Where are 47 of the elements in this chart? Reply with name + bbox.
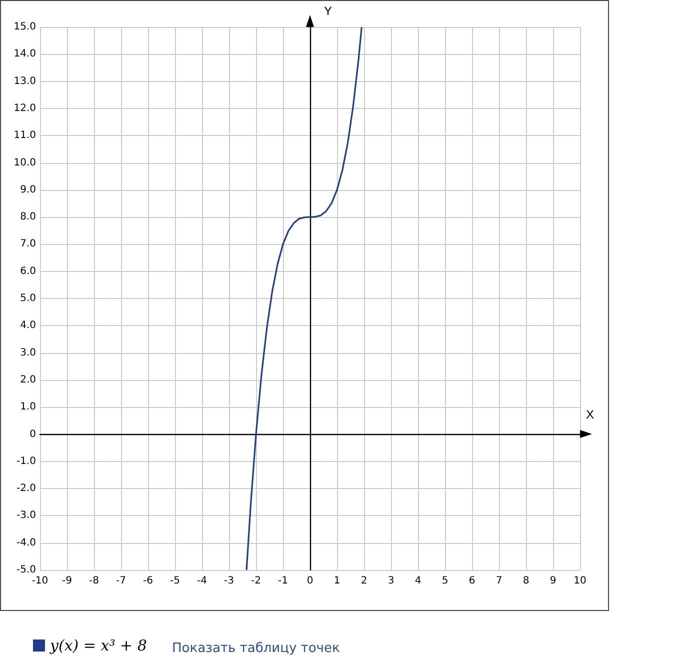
x-axis-title: X [586,407,594,422]
y-tick-label: 13.0 [14,76,36,87]
y-tick-label: 15.0 [14,22,36,32]
y-tick-label: -1.0 [16,456,36,467]
y-tick-label: -3.0 [16,510,36,522]
x-tick-label: -2 [251,576,261,586]
y-axis-title: Y [324,4,332,18]
x-tick-label: 2 [360,576,368,586]
x-tick-label: -4 [197,576,207,586]
x-tick-label: 4 [414,576,422,586]
y-tick-label: 6.0 [20,266,36,277]
x-tick-label: 7 [496,576,502,586]
legend-label: y(x) = x³ + 8 [49,636,147,654]
y-tick-label: -4.0 [16,537,36,548]
y-tick-label: 0 [30,428,36,440]
y-tick-label: 1.0 [20,402,36,413]
y-tick-label: -5.0 [16,564,36,576]
x-tick-label: -3 [224,576,234,586]
text: Показать таблицу точек [172,641,340,656]
y-tick-label: 12.0 [14,102,36,114]
x-tick-label: -1 [278,576,288,586]
x-tick-label: -6 [143,576,153,586]
x-tick-label: -9 [62,576,72,586]
y-tick-label: 2.0 [20,374,36,386]
y-tick-label: 3.0 [20,347,36,358]
x-tick-label: 3 [388,576,394,586]
y-tick-label: 4.0 [20,320,36,332]
y-tick-label: 7.0 [20,238,36,250]
y-tick-label: 14.0 [14,48,36,60]
x-tick-label: 1 [334,576,340,586]
x-tick-label: 9 [550,576,556,586]
y-tick-label: 8.0 [20,212,36,223]
y-tick-label: 5.0 [20,293,36,304]
x-tick-label: 5 [442,576,448,586]
x-tick-label: -10 [32,576,48,586]
x-tick-label: -8 [89,576,99,586]
y-tick-label: 10.0 [14,157,36,168]
line-series [246,27,362,570]
x-tick-label: 0 [306,576,314,586]
x-tick-label: 8 [522,576,530,586]
y-tick-label: 11.0 [14,130,36,142]
x-tick-label: 6 [468,576,476,586]
x-tick-label: 10 [574,576,586,586]
y-tick-label: 9.0 [20,184,36,196]
x-tick-label: -5 [170,576,180,586]
x-tick-label: -7 [116,576,126,586]
y-tick-label: -2.0 [16,483,36,494]
